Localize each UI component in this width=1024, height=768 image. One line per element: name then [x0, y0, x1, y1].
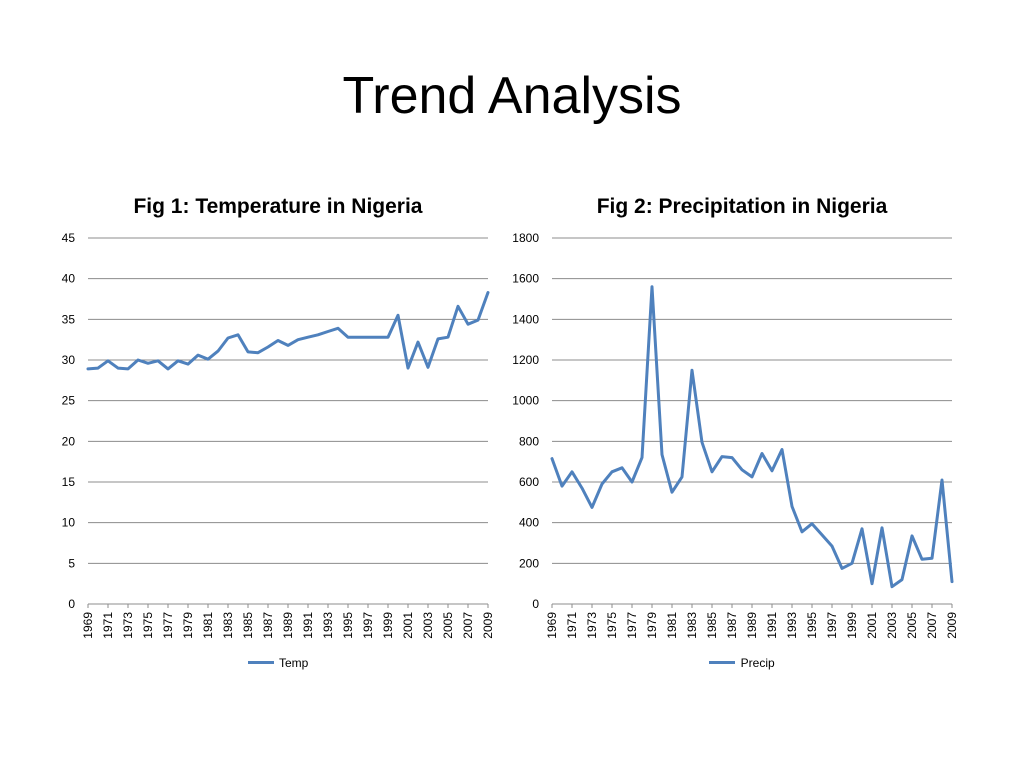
x-tick-label: 1979: [181, 612, 195, 639]
y-tick-label: 35: [62, 312, 76, 326]
y-tick-label: 800: [519, 434, 539, 448]
x-tick-label: 1971: [101, 612, 115, 639]
legend-label: Temp: [279, 655, 309, 670]
x-tick-label: 2007: [925, 612, 939, 639]
x-tick-label: 1993: [321, 612, 335, 639]
x-tick-label: 1983: [685, 612, 699, 639]
temperature-chart-plot: 0 5 10 15 20 25 30 35 40 45 1969 1971 1973 1975 1977 19…: [62, 231, 495, 639]
x-tick-label: 1997: [361, 612, 375, 639]
x-tick-label: 1979: [645, 612, 659, 639]
y-tick-label: 5: [68, 556, 75, 570]
x-tick-label: 1981: [201, 612, 215, 639]
temperature-chart-legend: Temp: [48, 654, 508, 671]
temperature-chart: Fig 1: Temperature in Nigeria 0 5 10 15 20 25…: [48, 190, 508, 680]
precipitation-chart: Fig 2: Precipitation in Nigeria 0 200 400 6…: [512, 190, 972, 680]
x-tick-label: 2003: [885, 612, 899, 639]
x-tick-label: 1977: [161, 612, 175, 639]
precipitation-chart-legend: Precip: [512, 654, 972, 671]
x-tick-label: 1995: [341, 612, 355, 639]
x-tick-label: 1971: [565, 612, 579, 639]
y-tick-label: 10: [62, 516, 76, 530]
x-tick-label: 1981: [665, 612, 679, 639]
y-tick-label: 1000: [512, 394, 539, 408]
x-tick-label: 1991: [765, 612, 779, 639]
y-tick-label: 45: [62, 231, 76, 245]
x-tick-label: 1993: [785, 612, 799, 639]
y-tick-label: 1400: [512, 312, 539, 326]
x-tick-label: 2005: [905, 612, 919, 639]
legend-line-swatch: [247, 661, 274, 665]
x-tick-label: 1973: [585, 612, 599, 639]
precipitation-chart-plot: 0 200 400 600 800 1000 1200 1400 1600 1800 1969 197…: [512, 231, 959, 639]
chart-title: Fig 1: Temperature in Nigeria: [133, 195, 423, 218]
y-tick-label: 1200: [512, 353, 539, 367]
x-tick-label: 1999: [845, 612, 859, 639]
x-tick-label: 2001: [401, 612, 415, 639]
x-tick-label: 2009: [945, 612, 959, 639]
x-tick-label: 2007: [461, 612, 475, 639]
x-tick-label: 1975: [141, 612, 155, 639]
x-tick-label: 1989: [281, 612, 295, 639]
x-tick-label: 1997: [825, 612, 839, 639]
x-tick-label: 2009: [481, 612, 495, 639]
x-tick-label: 1991: [301, 612, 315, 639]
y-tick-label: 40: [62, 272, 76, 286]
x-tick-label: 1969: [545, 612, 559, 639]
x-tick-label: 1987: [725, 612, 739, 639]
x-tick-label: 1987: [261, 612, 275, 639]
legend-label: Precip: [740, 655, 775, 670]
y-tick-label: 1800: [512, 231, 539, 245]
x-tick-label: 1975: [605, 612, 619, 639]
x-tick-label: 1973: [121, 612, 135, 639]
y-tick-label: 600: [519, 475, 539, 489]
y-tick-label: 25: [62, 394, 76, 408]
chart-title: Fig 2: Precipitation in Nigeria: [596, 195, 888, 218]
x-tick-label: 2001: [865, 612, 879, 639]
y-tick-label: 0: [68, 597, 75, 611]
y-tick-label: 200: [519, 556, 539, 570]
x-tick-label: 2005: [441, 612, 455, 639]
series-line-temp: [86, 291, 490, 371]
y-tick-label: 15: [62, 475, 76, 489]
x-tick-label: 1985: [241, 612, 255, 639]
x-tick-label: 1983: [221, 612, 235, 639]
x-tick-label: 1969: [81, 612, 95, 639]
y-tick-label: 20: [62, 434, 76, 448]
x-tick-label: 1999: [381, 612, 395, 639]
x-tick-label: 2003: [421, 612, 435, 639]
y-tick-label: 30: [62, 353, 76, 367]
legend-line-swatch: [709, 661, 736, 665]
y-tick-label: 1600: [512, 272, 539, 286]
x-tick-label: 1989: [745, 612, 759, 639]
y-tick-label: 0: [532, 597, 539, 611]
y-tick-label: 400: [519, 516, 539, 530]
x-tick-label: 1985: [705, 612, 719, 639]
x-tick-label: 1995: [805, 612, 819, 639]
slide-title: Trend Analysis: [342, 67, 682, 125]
x-tick-label: 1977: [625, 612, 639, 639]
series-line-precip: [550, 285, 954, 589]
